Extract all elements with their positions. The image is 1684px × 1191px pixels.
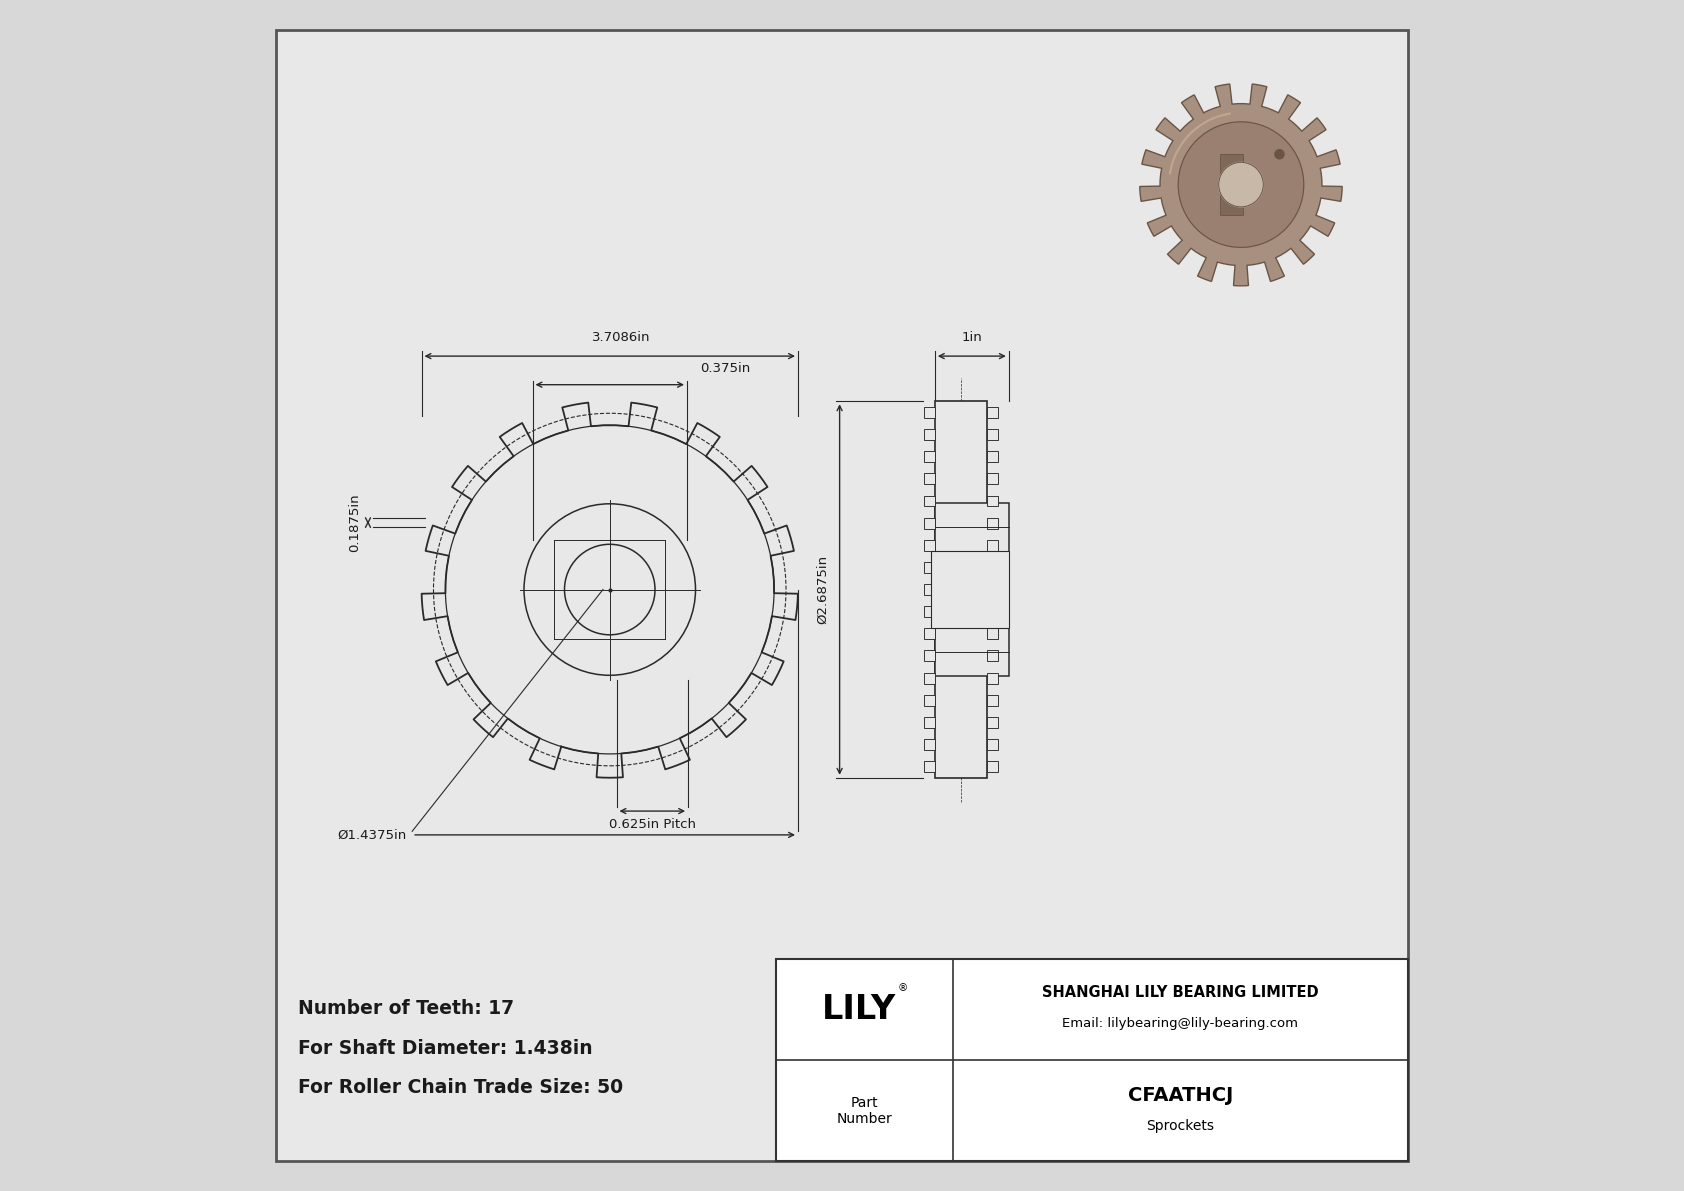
Bar xyxy=(987,606,999,617)
Circle shape xyxy=(1275,150,1283,158)
Bar xyxy=(925,717,935,728)
Bar xyxy=(925,629,935,640)
Bar xyxy=(925,540,935,550)
Text: SHANGHAI LILY BEARING LIMITED: SHANGHAI LILY BEARING LIMITED xyxy=(1042,985,1319,1000)
Text: Part
Number: Part Number xyxy=(837,1096,893,1125)
Bar xyxy=(925,761,935,772)
Bar xyxy=(987,518,999,529)
Bar xyxy=(987,629,999,640)
Text: Ø1.4375in: Ø1.4375in xyxy=(337,829,406,841)
Bar xyxy=(935,401,987,778)
Text: 0.625in Pitch: 0.625in Pitch xyxy=(610,818,695,831)
Text: 1in: 1in xyxy=(962,331,982,344)
Bar xyxy=(987,540,999,550)
Bar xyxy=(925,584,935,596)
Polygon shape xyxy=(1140,85,1342,286)
Text: CFAATHCJ: CFAATHCJ xyxy=(1128,1086,1233,1104)
Bar xyxy=(925,429,935,439)
Bar xyxy=(925,473,935,485)
Text: Ø2.6875in: Ø2.6875in xyxy=(817,555,829,624)
Text: Sprockets: Sprockets xyxy=(1147,1120,1214,1133)
Bar xyxy=(987,429,999,439)
Bar xyxy=(925,518,935,529)
Bar xyxy=(987,717,999,728)
Bar xyxy=(987,673,999,684)
Bar xyxy=(987,473,999,485)
Text: 3.7086in: 3.7086in xyxy=(593,331,652,344)
Bar xyxy=(925,562,935,573)
Bar xyxy=(925,606,935,617)
FancyBboxPatch shape xyxy=(1221,155,1243,214)
Text: For Roller Chain Trade Size: 50: For Roller Chain Trade Size: 50 xyxy=(298,1078,623,1097)
Bar xyxy=(925,407,935,418)
Bar xyxy=(987,407,999,418)
Bar xyxy=(935,503,1009,676)
Bar xyxy=(925,451,935,462)
Bar xyxy=(987,650,999,661)
Text: 0.375in: 0.375in xyxy=(701,362,749,375)
Text: ®: ® xyxy=(898,983,908,993)
Bar xyxy=(925,740,935,750)
Bar xyxy=(925,694,935,706)
Bar xyxy=(987,495,999,506)
Bar xyxy=(987,584,999,596)
Bar xyxy=(987,694,999,706)
Bar xyxy=(925,495,935,506)
Circle shape xyxy=(1179,121,1303,248)
Bar xyxy=(776,959,1408,1161)
Bar xyxy=(987,761,999,772)
Bar xyxy=(987,562,999,573)
Text: LILY: LILY xyxy=(822,993,896,1025)
Circle shape xyxy=(1219,162,1263,207)
Bar xyxy=(931,551,1009,628)
Text: Email: lilybearing@lily-bearing.com: Email: lilybearing@lily-bearing.com xyxy=(1063,1017,1298,1030)
Text: Number of Teeth: 17: Number of Teeth: 17 xyxy=(298,999,514,1018)
Bar xyxy=(987,451,999,462)
Bar xyxy=(987,740,999,750)
Bar xyxy=(925,673,935,684)
Text: For Shaft Diameter: 1.438in: For Shaft Diameter: 1.438in xyxy=(298,1039,593,1058)
Bar xyxy=(925,650,935,661)
Text: 0.1875in: 0.1875in xyxy=(349,493,360,551)
